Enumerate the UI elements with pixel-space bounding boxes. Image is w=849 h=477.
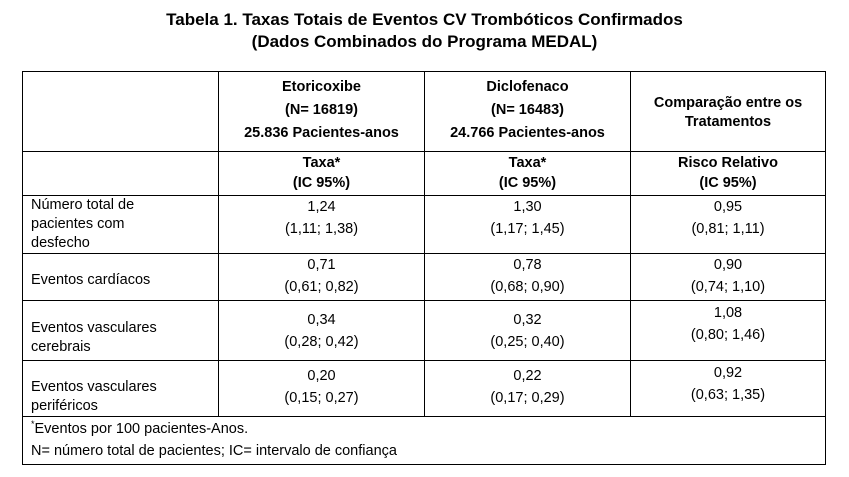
etoricoxibe-cell: 1,24 (1,11; 1,38) (218, 195, 425, 254)
diclofenaco-cell: 0,22 (0,17; 0,29) (424, 360, 631, 417)
taxa-label: Taxa (508, 155, 541, 171)
etoricoxibe-n: (N= 16819) (285, 102, 358, 118)
rate-value: 1,30 (513, 199, 542, 215)
relative-risk-value: 0,92 (713, 365, 743, 381)
relative-risk-value: 1,08 (713, 305, 743, 321)
rate-value: 1,24 (307, 199, 336, 215)
footnote-1: *Eventos por 100 pacientes-Anos. (31, 418, 825, 440)
header-risco-relativo: Risco Relativo (IC 95%) (630, 151, 826, 196)
row-label-line: cerebrais (31, 339, 91, 355)
confidence-interval: (0,61; 0,82) (284, 279, 359, 295)
table-row: Eventos cardíacos 0,71 (0,61; 0,82) 0,78… (22, 253, 826, 301)
rate-value: 0,34 (307, 312, 336, 328)
etoricoxibe-name: Etoricoxibe (282, 79, 361, 95)
diclofenaco-cell: 0,78 (0,68; 0,90) (424, 253, 631, 301)
rate-value: 0,78 (513, 257, 542, 273)
taxa-label: Taxa (302, 155, 335, 171)
table-row: Número total de pacientes com desfecho 1… (22, 195, 826, 254)
row-label: Eventos vasculares periféricos (22, 360, 219, 417)
header-row-drugs: Etoricoxibe (N= 16819) 25.836 Pacientes-… (22, 71, 826, 152)
table-row: Eventos vasculares cerebrais 0,34 (0,28;… (22, 300, 826, 361)
confidence-interval: (0,63; 1,35) (690, 387, 766, 403)
row-label-line: Eventos vasculares (31, 320, 157, 336)
header-comparacao: Comparação entre os Tratamentos (630, 71, 826, 152)
confidence-interval: (0,74; 1,10) (690, 279, 766, 295)
footnote-1-text: Eventos por 100 pacientes-Anos. (34, 421, 249, 437)
row-label: Número total de pacientes com desfecho (22, 195, 219, 254)
ic-label: (IC 95%) (699, 175, 757, 191)
diclofenaco-name: Diclofenaco (486, 79, 569, 95)
taxa-footnote-mark: * (334, 155, 341, 171)
comparacao-line1: Comparação entre os (653, 94, 803, 111)
row-label-line: pacientes com (31, 216, 125, 232)
table-subtitle: (Dados Combinados do Programa MEDAL) (251, 32, 598, 51)
row-label-line: periféricos (31, 398, 98, 414)
rate-value: 0,32 (513, 312, 542, 328)
footnote-row: *Eventos por 100 pacientes-Anos. N= núme… (22, 416, 826, 465)
ic-label: (IC 95%) (292, 175, 351, 191)
rate-value: 0,22 (513, 368, 542, 384)
rate-value: 0,71 (307, 257, 336, 273)
header-taxa-etoricoxibe: Taxa* (IC 95%) (218, 151, 425, 196)
rate-value: 0,20 (307, 368, 336, 384)
row-label: Eventos vasculares cerebrais (22, 300, 219, 361)
confidence-interval: (1,11; 1,38) (284, 221, 359, 237)
row-label-line: Eventos vasculares (31, 379, 157, 395)
relative-risk-cell: 1,08 (0,80; 1,46) (630, 300, 826, 361)
etoricoxibe-cell: 0,34 (0,28; 0,42) (218, 300, 425, 361)
relative-risk-cell: 0,92 (0,63; 1,35) (630, 360, 826, 417)
ic-label: (IC 95%) (498, 175, 557, 191)
confidence-interval: (0,15; 0,27) (284, 390, 359, 406)
table-row: Eventos vasculares periféricos 0,20 (0,1… (22, 360, 826, 417)
diclofenaco-n: (N= 16483) (491, 102, 564, 118)
rates-table: Etoricoxibe (N= 16819) 25.836 Pacientes-… (22, 71, 826, 465)
row-label: Eventos cardíacos (22, 253, 219, 301)
comparacao-line2: Tratamentos (684, 113, 772, 130)
row-label-line: Número total de (31, 197, 135, 213)
relative-risk-cell: 0,90 (0,74; 1,10) (630, 253, 826, 301)
row-label-line: Eventos cardíacos (31, 271, 151, 288)
row-label-line: desfecho (31, 235, 90, 251)
footnote-2: N= número total de pacientes; IC= interv… (31, 443, 397, 459)
confidence-interval: (0,28; 0,42) (284, 334, 359, 350)
table-title: Tabela 1. Taxas Totais de Eventos CV Tro… (166, 10, 683, 29)
header-row-metrics: Taxa* (IC 95%) Taxa* (IC 95%) Risco Rela… (22, 151, 826, 196)
relative-risk-cell: 0,95 (0,81; 1,11) (630, 195, 826, 254)
footnote-mark: * (31, 419, 35, 429)
confidence-interval: (1,17; 1,45) (490, 221, 565, 237)
etoricoxibe-patient-years: 25.836 Pacientes-anos (244, 125, 399, 141)
diclofenaco-patient-years: 24.766 Pacientes-anos (450, 125, 605, 141)
relative-risk-value: 0,90 (713, 257, 743, 273)
header-diclofenaco: Diclofenaco (N= 16483) 24.766 Pacientes-… (424, 71, 631, 152)
header-empty-cell (22, 71, 219, 152)
header-taxa-diclofenaco: Taxa* (IC 95%) (424, 151, 631, 196)
diclofenaco-cell: 1,30 (1,17; 1,45) (424, 195, 631, 254)
etoricoxibe-cell: 0,20 (0,15; 0,27) (218, 360, 425, 417)
diclofenaco-cell: 0,32 (0,25; 0,40) (424, 300, 631, 361)
risco-label: Risco Relativo (678, 155, 778, 171)
etoricoxibe-cell: 0,71 (0,61; 0,82) (218, 253, 425, 301)
confidence-interval: (0,80; 1,46) (690, 327, 766, 343)
footnotes: *Eventos por 100 pacientes-Anos. N= núme… (22, 416, 826, 465)
confidence-interval: (0,68; 0,90) (490, 279, 565, 295)
confidence-interval: (0,25; 0,40) (490, 334, 565, 350)
header-etoricoxibe: Etoricoxibe (N= 16819) 25.836 Pacientes-… (218, 71, 425, 152)
relative-risk-value: 0,95 (713, 199, 743, 215)
header-empty-cell-2 (22, 151, 219, 196)
confidence-interval: (0,17; 0,29) (490, 390, 565, 406)
taxa-footnote-mark: * (540, 155, 547, 171)
confidence-interval: (0,81; 1,11) (691, 221, 765, 237)
